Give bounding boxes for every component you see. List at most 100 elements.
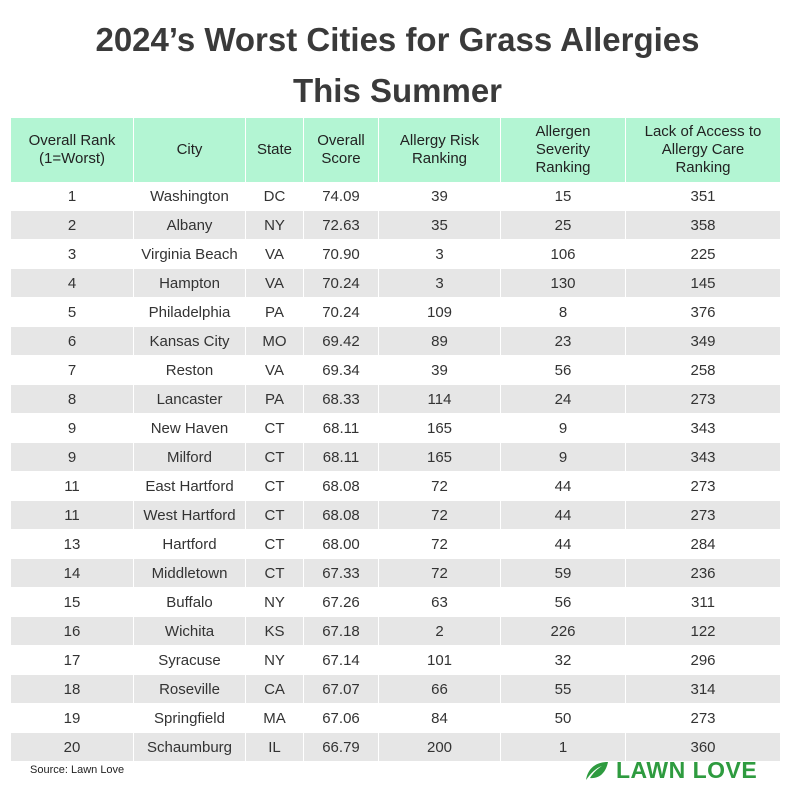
table-cell: 273 [625, 500, 781, 530]
header-line: Severity [535, 141, 591, 158]
table-cell: 55 [500, 674, 626, 704]
table-cell: Middletown [133, 558, 246, 588]
table-cell: 24 [500, 384, 626, 414]
table-cell: 68.08 [303, 500, 379, 530]
header-cell: City [133, 118, 246, 182]
title: 2024’s Worst Cities for Grass Allergies … [0, 14, 795, 116]
table-cell: 70.90 [303, 239, 379, 269]
header-line: State [256, 141, 293, 158]
table-cell: 72.63 [303, 210, 379, 240]
table-cell: 314 [625, 674, 781, 704]
table-cell: CT [245, 529, 304, 559]
brand-name: LAWN LOVE [616, 757, 758, 783]
table-cell: 67.14 [303, 645, 379, 675]
header-line: Allergy Care [661, 141, 745, 158]
table-cell: 15 [10, 587, 134, 617]
header-line: (1=Worst) [39, 150, 105, 167]
table-cell: 311 [625, 587, 781, 617]
header-cell: Lack of Access to Allergy Care Ranking [625, 118, 781, 182]
header-line: Ranking [675, 159, 731, 176]
table-cell: KS [245, 616, 304, 646]
table-cell: 66.79 [303, 732, 379, 762]
table-row: 11 East Hartford CT 68.08 72 44 273 [10, 471, 781, 501]
table-cell: New Haven [133, 413, 246, 443]
table-cell: Buffalo [133, 587, 246, 617]
table-cell: 2 [378, 616, 501, 646]
table-cell: 89 [378, 326, 501, 356]
table-row: 11 West Hartford CT 68.08 72 44 273 [10, 500, 781, 530]
table-row: 20 Schaumburg IL 66.79 200 1 360 [10, 732, 781, 762]
header-cell: Overall Score [303, 118, 379, 182]
header-cell: State [245, 118, 304, 182]
table-cell: 7 [10, 355, 134, 385]
table-cell: Syracuse [133, 645, 246, 675]
table-cell: 11 [10, 471, 134, 501]
table-cell: 236 [625, 558, 781, 588]
table-row: 9 New Haven CT 68.11 165 9 343 [10, 413, 781, 443]
table-cell: 273 [625, 703, 781, 733]
table-cell: 13 [10, 529, 134, 559]
table-cell: 4 [10, 268, 134, 298]
table-cell: 106 [500, 239, 626, 269]
table-cell: 165 [378, 413, 501, 443]
table-row: 17 Syracuse NY 67.14 101 32 296 [10, 645, 781, 675]
table-cell: 72 [378, 500, 501, 530]
title-line: This Summer [292, 72, 503, 109]
table-cell: 68.33 [303, 384, 379, 414]
table-cell: NY [245, 587, 304, 617]
table-cell: 19 [10, 703, 134, 733]
header-line: Allergy Risk [399, 132, 480, 149]
table-cell: 59 [500, 558, 626, 588]
table-cell: 225 [625, 239, 781, 269]
table-cell: 1 [500, 732, 626, 762]
table-cell: 67.33 [303, 558, 379, 588]
table-cell: Reston [133, 355, 246, 385]
table-cell: Milford [133, 442, 246, 472]
table-cell: 17 [10, 645, 134, 675]
table-cell: 63 [378, 587, 501, 617]
table-cell: 67.06 [303, 703, 379, 733]
table-cell: 6 [10, 326, 134, 356]
header-cell: Allergen Severity Ranking [500, 118, 626, 182]
table-cell: West Hartford [133, 500, 246, 530]
table-cell: 68.11 [303, 442, 379, 472]
table-cell: Hampton [133, 268, 246, 298]
leaf-icon [586, 761, 608, 780]
table-cell: 44 [500, 471, 626, 501]
table-cell: Washington [133, 182, 246, 211]
table-cell: 9 [500, 442, 626, 472]
table-row: 1 Washington DC 74.09 39 15 351 [10, 182, 781, 211]
table-cell: VA [245, 268, 304, 298]
table-cell: 360 [625, 732, 781, 762]
table-cell: PA [245, 297, 304, 327]
header-line: Overall Rank [28, 132, 116, 149]
table-cell: Kansas City [133, 326, 246, 356]
table-cell: 72 [378, 529, 501, 559]
header-line: Lack of Access to [644, 123, 762, 140]
table-cell: VA [245, 355, 304, 385]
table-cell: 56 [500, 587, 626, 617]
table-cell: 130 [500, 268, 626, 298]
table-row: 8 Lancaster PA 68.33 114 24 273 [10, 384, 781, 414]
table-cell: Wichita [133, 616, 246, 646]
title-line: 2024’s Worst Cities for Grass Allergies [95, 21, 700, 58]
table-cell: Albany [133, 210, 246, 240]
table-row: 6 Kansas City MO 69.42 89 23 349 [10, 326, 781, 356]
table-cell: NY [245, 645, 304, 675]
table-row: 2 Albany NY 72.63 35 25 358 [10, 210, 781, 240]
table-cell: 3 [378, 239, 501, 269]
brand-logo: LAWN LOVE [584, 757, 757, 784]
table-cell: 15 [500, 182, 626, 211]
table-cell: CT [245, 558, 304, 588]
table-cell: 72 [378, 471, 501, 501]
table-cell: Hartford [133, 529, 246, 559]
table-cell: 18 [10, 674, 134, 704]
table-row: 16 Wichita KS 67.18 2 226 122 [10, 616, 781, 646]
table-cell: 101 [378, 645, 501, 675]
table-cell: CT [245, 413, 304, 443]
table-cell: 68.08 [303, 471, 379, 501]
table-cell: 20 [10, 732, 134, 762]
table-cell: 3 [378, 268, 501, 298]
table-cell: 258 [625, 355, 781, 385]
